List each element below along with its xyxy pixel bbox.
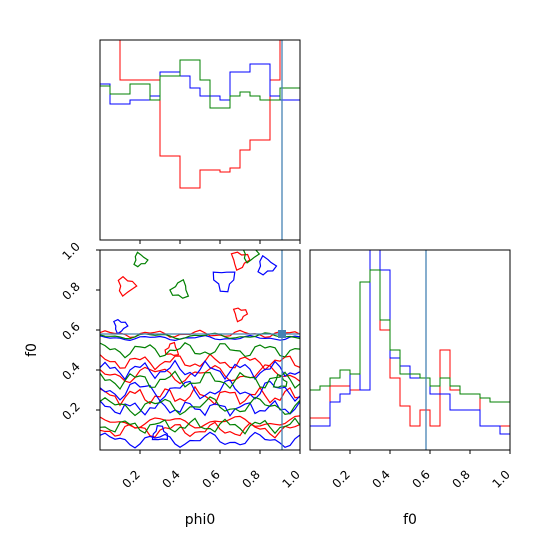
contour-blue-loop — [113, 318, 129, 335]
f0-y-tick-label: 0.2 — [59, 399, 82, 422]
f0-x-tick-label: 0.8 — [449, 467, 472, 490]
phi0-x-tick-label: 0.2 — [119, 467, 142, 490]
f0-x-ticks: 0.2 0.4 0.6 0.8 1.0 — [329, 450, 513, 491]
phi0-f0-frame — [99, 249, 301, 451]
contour-green-loop — [133, 251, 149, 268]
contour-red-band — [100, 385, 300, 407]
y-axis-label-f0: f0 — [24, 343, 40, 357]
f0-y-ticks: 0.2 0.4 0.6 0.8 1.0 — [59, 239, 100, 423]
f0-histogram-frame — [309, 249, 511, 451]
contour-blue-band — [100, 359, 300, 381]
f0-x-tick-label: 0.4 — [369, 467, 392, 490]
f0-histogram-panel: 0.2 0.4 0.6 0.8 1.0 — [309, 249, 513, 491]
phi0-green-histogram — [100, 59, 300, 109]
phi0-histogram-series — [100, 39, 300, 189]
contour-green-loop — [169, 278, 190, 299]
contour-green-band — [100, 396, 300, 417]
contour-red-loop — [232, 307, 249, 323]
f0-green-histogram — [310, 269, 510, 403]
f0-histogram-series — [310, 250, 510, 435]
phi0-f0-contours — [100, 250, 300, 449]
phi0-x-tick-label: 1.0 — [279, 467, 302, 490]
phi0-x-tick-label: 0.4 — [159, 467, 182, 490]
contour-red-loop — [164, 341, 180, 357]
contour-green-band — [100, 332, 300, 340]
x-axis-label-phi0: phi0 — [185, 512, 216, 528]
truth-point — [278, 330, 286, 338]
phi0-f0-contour-panel: 0.2 0.4 0.6 0.8 1.0 0.2 0.4 0.6 0.8 1.0 — [59, 239, 302, 490]
phi0-histogram-panel — [99, 39, 301, 244]
contour-blue-loop — [212, 271, 236, 293]
contour-red-band — [100, 421, 300, 439]
f0-y-tick-label: 0.8 — [59, 279, 82, 302]
phi0-histogram-frame — [99, 39, 301, 241]
phi0-x-tick-label: 0.8 — [239, 467, 262, 490]
contour-blue-loop — [257, 254, 278, 276]
contour-red-band — [100, 353, 300, 371]
phi0-histogram-x-ticks — [139, 240, 301, 244]
f0-y-tick-label: 1.0 — [59, 239, 82, 262]
contour-green-band — [100, 417, 300, 435]
contour-blue-band — [100, 431, 300, 449]
f0-x-tick-label: 0.2 — [329, 467, 352, 490]
contour-green-loop — [242, 250, 261, 264]
f0-x-tick-label: 0.6 — [409, 467, 432, 490]
contour-red-band — [100, 364, 300, 385]
contour-green-band — [100, 342, 300, 359]
phi0-x-tick-label: 0.6 — [199, 467, 222, 490]
f0-y-tick-label: 0.4 — [59, 359, 82, 382]
phi0-red-histogram — [100, 39, 300, 189]
contour-blue-loop — [151, 425, 169, 441]
contour-red-loop — [117, 275, 138, 297]
contour-blue-band — [100, 334, 300, 342]
contour-blue-band — [100, 399, 300, 417]
f0-x-tick-label: 1.0 — [489, 467, 512, 490]
phi0-x-ticks: 0.2 0.4 0.6 0.8 1.0 — [119, 450, 303, 491]
contour-green-band — [100, 370, 300, 391]
phi0-f0-truth-marker — [100, 250, 300, 450]
x-axis-label-f0: f0 — [403, 512, 417, 528]
contour-red-loop — [230, 251, 251, 272]
f0-y-tick-label: 0.6 — [59, 319, 82, 342]
contour-blue-band — [100, 379, 300, 403]
phi0-blue-histogram — [100, 63, 300, 105]
